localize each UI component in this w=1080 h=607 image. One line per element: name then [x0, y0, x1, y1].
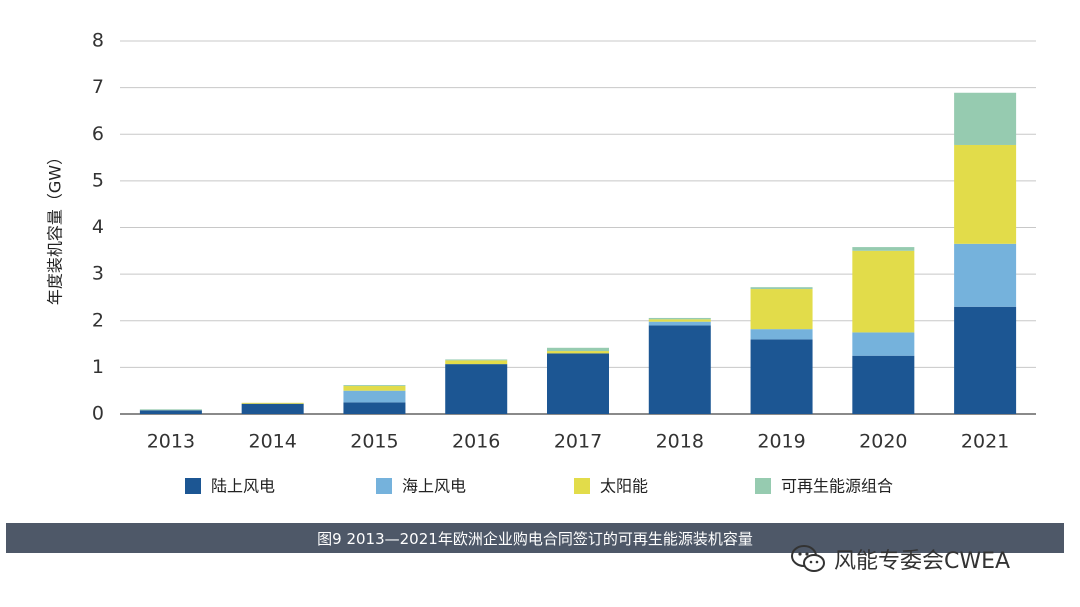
bar-segment: [343, 390, 406, 403]
bar-segment: [852, 250, 915, 333]
bar-segment: [954, 243, 1017, 307]
x-tick-label: 2017: [554, 431, 602, 453]
x-tick-label: 2018: [656, 431, 704, 453]
x-tick-label: 2013: [147, 431, 195, 453]
legend-label: 陆上风电: [211, 477, 275, 496]
x-tick-label: 2014: [248, 431, 296, 453]
y-axis-ticks: 0 1 2 3 4 5 6 7 8: [92, 30, 104, 425]
legend-item: 可再生能源组合: [755, 477, 893, 496]
bar-segment: [750, 339, 813, 414]
bar-segment: [547, 353, 609, 414]
legend-swatch: [755, 478, 771, 494]
bars: [139, 92, 1017, 414]
bar-segment: [750, 289, 813, 330]
y-tick-label: 7: [92, 76, 104, 98]
x-tick-label: 2020: [859, 431, 907, 453]
legend-label: 可再生能源组合: [781, 477, 893, 496]
bar-segment: [648, 321, 711, 326]
legend-item: 海上风电: [376, 477, 466, 496]
bar-segment: [343, 402, 406, 414]
gridlines: [120, 40, 1036, 415]
bar-segment: [954, 306, 1017, 414]
y-tick-label: 5: [92, 169, 104, 191]
x-tick-label: 2015: [350, 431, 398, 453]
bar-segment: [547, 347, 609, 352]
y-tick-label: 1: [92, 356, 104, 378]
y-tick-label: 8: [92, 30, 104, 52]
legend-item: 陆上风电: [185, 477, 275, 496]
bar-segment: [852, 247, 915, 251]
bar-segment: [343, 386, 406, 391]
y-axis-label: 年度装机容量（GW）: [46, 149, 65, 305]
watermark: 风能专委会CWEA: [790, 540, 1010, 578]
y-tick-label: 3: [92, 263, 104, 285]
figure-caption: 图9 2013—2021年欧洲企业购电合同签订的可再生能源装机容量: [6, 523, 1064, 553]
legend: 陆上风电 海上风电 太阳能 可再生能源组合: [185, 477, 893, 496]
bar-segment: [648, 319, 711, 322]
x-tick-label: 2021: [961, 431, 1009, 453]
legend-swatch: [185, 478, 201, 494]
caption-text: 图9 2013—2021年欧洲企业购电合同签订的可再生能源装机容量: [317, 529, 753, 548]
bar-segment: [343, 385, 406, 387]
legend-item: 太阳能: [574, 477, 648, 496]
bar-segment: [852, 355, 915, 414]
bar-segment: [954, 92, 1017, 145]
wechat-icon: [791, 545, 825, 572]
bar-segment: [445, 359, 508, 361]
y-tick-label: 6: [92, 123, 104, 145]
x-tick-label: 2016: [452, 431, 500, 453]
y-tick-label: 0: [92, 403, 104, 425]
legend-swatch: [574, 478, 590, 494]
y-tick-label: 4: [92, 216, 104, 238]
bar-segment: [445, 360, 508, 365]
bar-segment: [139, 410, 202, 414]
bar-segment: [547, 351, 609, 354]
x-tick-label: 2019: [757, 431, 805, 453]
x-axis-ticks: 2013 2014 2015 2016 2017 2018 2019 2020 2021: [147, 431, 1010, 453]
bar-segment: [750, 287, 813, 290]
legend-swatch: [376, 478, 392, 494]
bar-segment: [648, 317, 711, 320]
bar-segment: [750, 329, 813, 340]
bar-segment: [139, 409, 202, 411]
y-tick-label: 2: [92, 309, 104, 331]
bar-segment: [241, 403, 304, 414]
bar-segment: [648, 325, 711, 414]
bar-segment: [445, 364, 508, 414]
bar-segment: [241, 402, 304, 404]
legend-label: 太阳能: [600, 477, 648, 496]
bar-segment: [852, 332, 915, 356]
watermark-text: 风能专委会CWEA: [834, 549, 1011, 574]
legend-label: 海上风电: [402, 477, 466, 496]
bar-segment: [954, 144, 1017, 244]
